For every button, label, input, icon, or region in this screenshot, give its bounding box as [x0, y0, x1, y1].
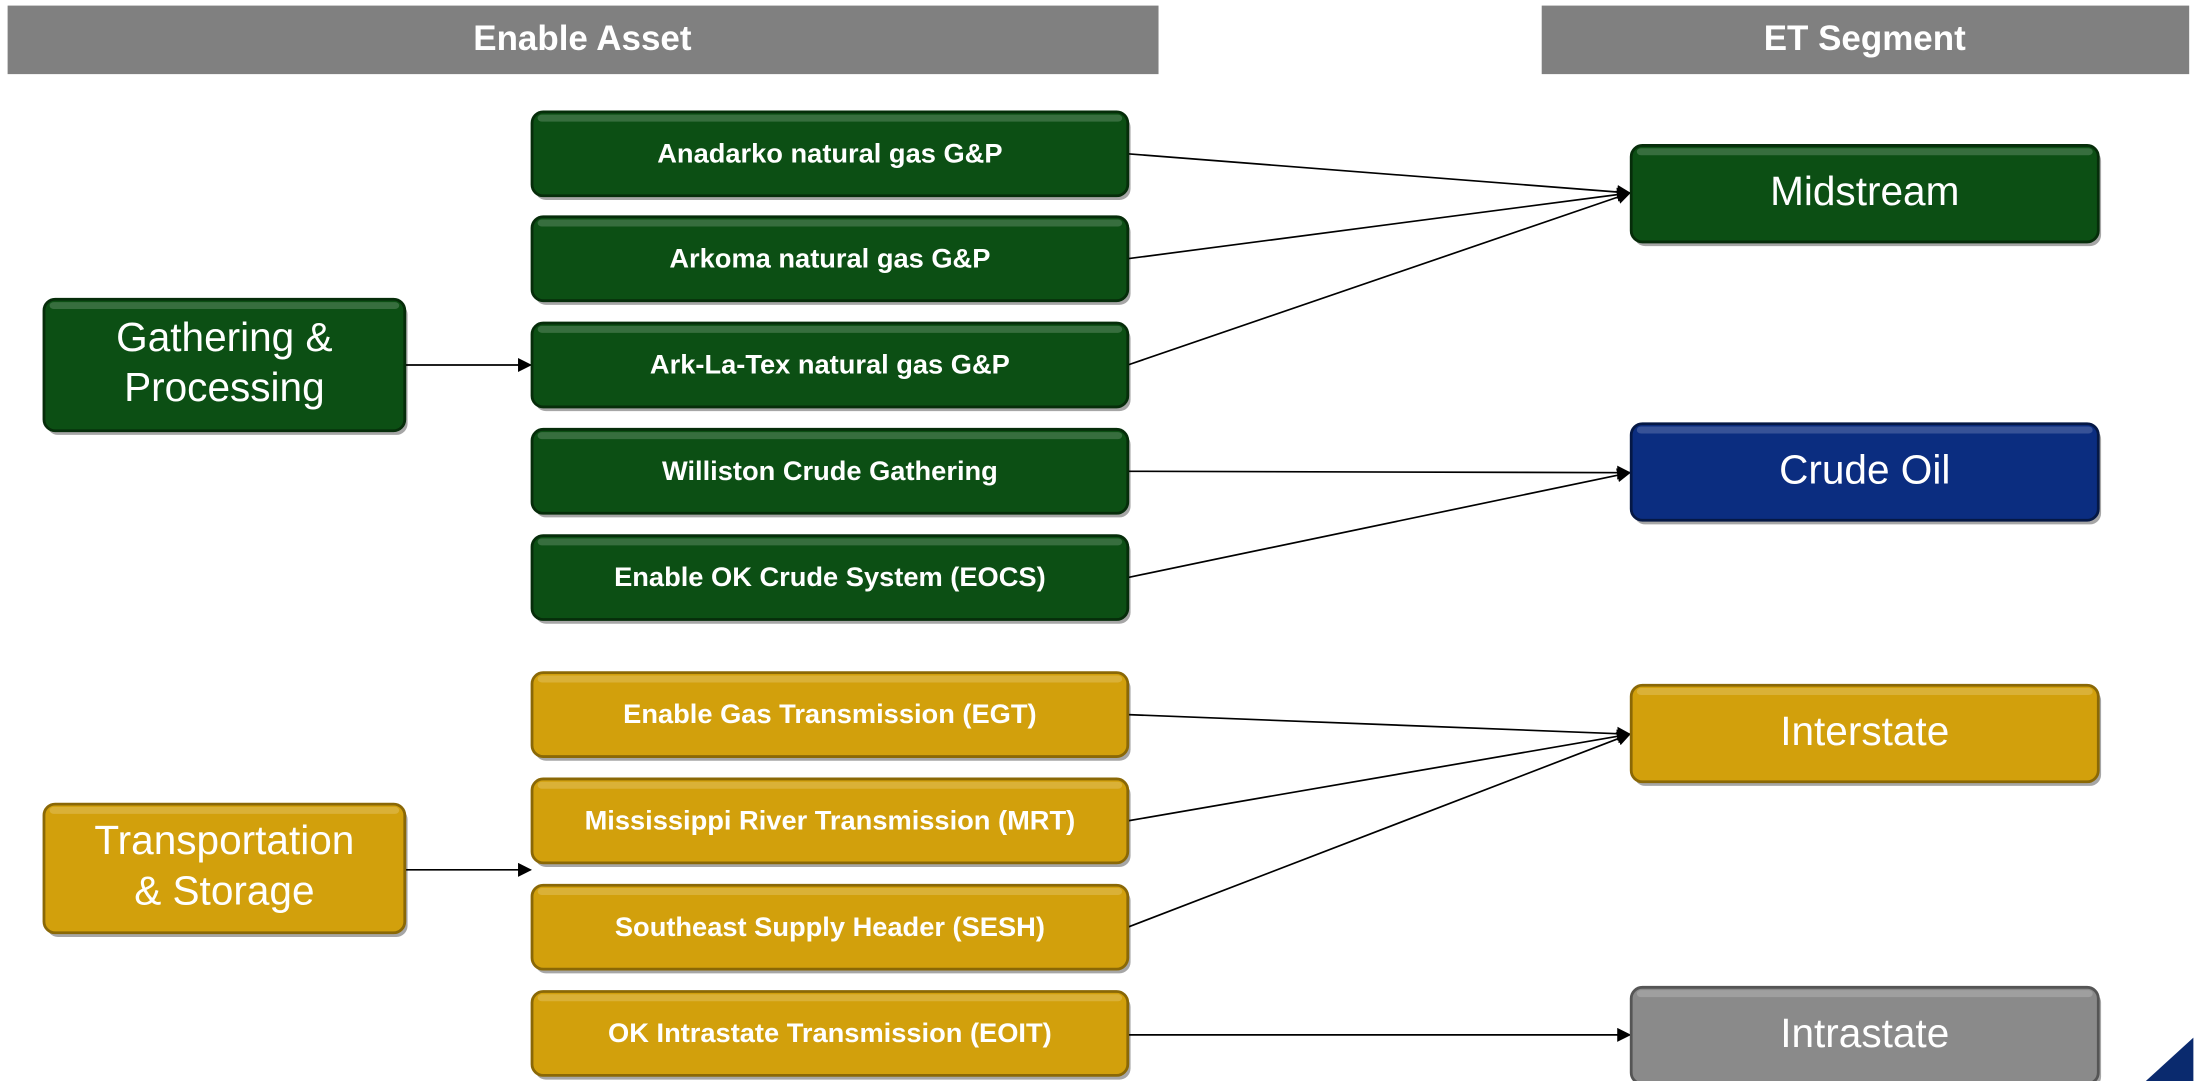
node-label: Crude Oil — [1779, 446, 1950, 492]
node-box — [42, 802, 407, 935]
header-bar — [1541, 5, 2190, 75]
node-highlight — [537, 538, 1123, 546]
node-label: Enable Gas Transmission (EGT) — [623, 698, 1036, 729]
node-box — [1629, 683, 2100, 784]
node-box — [530, 671, 1130, 758]
node-box — [1629, 422, 2100, 522]
node-label-line: & Storage — [134, 867, 314, 913]
arrow — [1127, 713, 1632, 741]
node-highlight — [1636, 990, 2093, 998]
node-label: Enable OK Crude System (EOCS) — [614, 561, 1046, 592]
header-bar — [7, 5, 1159, 75]
node-label: Transportation & Storage — [94, 817, 354, 913]
node-label: Southeast Supply Header (SESH) — [615, 911, 1045, 942]
node-box — [530, 427, 1130, 515]
arrow — [1127, 152, 1632, 199]
arrow — [1127, 187, 1632, 260]
node-label: Gathering & Processing — [116, 314, 332, 410]
node-label-line: Processing — [124, 364, 325, 410]
node-highlight — [537, 781, 1123, 789]
corner-decoration — [2145, 1037, 2194, 1081]
node-highlight — [49, 302, 400, 310]
node-box — [42, 297, 407, 433]
edges — [404, 152, 1632, 1042]
node-highlight — [537, 994, 1123, 1002]
node-label: Ark-La-Tex natural gas G&P — [650, 349, 1010, 380]
node-box — [1629, 985, 2100, 1081]
node-highlight — [537, 432, 1123, 440]
arrow — [1127, 468, 1632, 579]
node-box — [1629, 144, 2100, 244]
node-box — [530, 990, 1130, 1077]
node-highlight — [537, 888, 1123, 896]
arrow — [1127, 729, 1632, 822]
node-highlight — [537, 114, 1123, 122]
node-highlight — [1636, 148, 2093, 156]
node-label: Arkoma natural gas G&P — [669, 242, 990, 273]
node-highlight — [49, 806, 400, 814]
node-label-line: Transportation — [94, 817, 354, 863]
node-highlight — [537, 219, 1123, 227]
node-highlight — [1636, 688, 2093, 696]
header: Enable Asset — [473, 19, 692, 58]
node-box — [530, 110, 1130, 198]
node-label-line: Gathering & — [116, 314, 332, 360]
node-highlight — [537, 325, 1123, 333]
node-box — [530, 534, 1130, 621]
node-box — [530, 777, 1130, 865]
node-label: Intrastate — [1780, 1010, 1949, 1056]
node-box — [530, 215, 1130, 303]
arrow — [1127, 190, 1632, 366]
node-box — [530, 883, 1130, 971]
node-label: Williston Crude Gathering — [662, 455, 998, 486]
node-label: Midstream — [1770, 168, 1959, 214]
node-highlight — [1636, 426, 2093, 434]
node-highlight — [537, 675, 1123, 683]
node-label: Anadarko natural gas G&P — [657, 137, 1002, 168]
node-label: OK Intrastate Transmission (EOIT) — [608, 1017, 1052, 1048]
arrow — [1127, 732, 1632, 928]
node-box — [530, 321, 1130, 409]
node-label: Mississippi River Transmission (MRT) — [585, 804, 1076, 835]
arrow — [1127, 465, 1632, 480]
header: ET Segment — [1764, 19, 1966, 58]
node-label: Interstate — [1780, 708, 1949, 754]
